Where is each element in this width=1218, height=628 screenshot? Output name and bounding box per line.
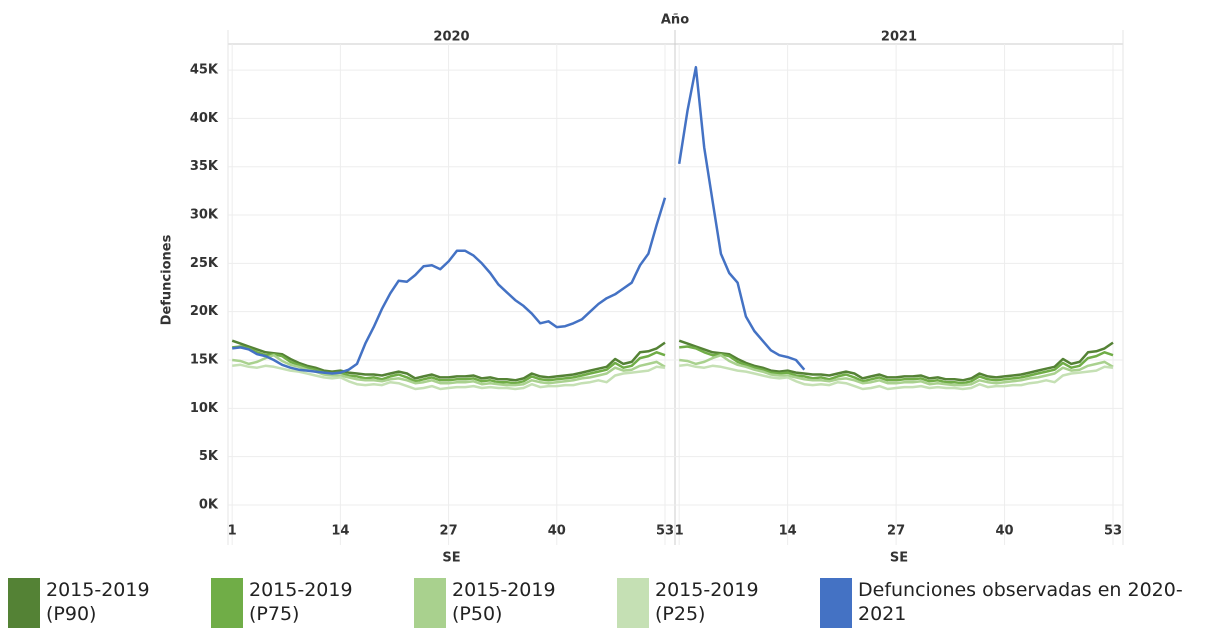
series-line [231,339,666,382]
panel-header: Año [661,13,689,28]
y-tick-label: 10K [190,401,219,416]
y-tick-label: 40K [190,111,219,126]
chart: Año Defunciones 0K 5K 10K 15K 20K 25K 30K 35K 40… [160,13,1124,566]
y-axis-label: Defunciones [160,234,175,325]
x-tick-label: 27 [887,524,905,539]
series-line [232,345,666,385]
x-tick-label: 40 [995,524,1013,539]
series-line [679,363,1114,391]
x-axis-label: SE [890,551,908,566]
panel-label: 2021 [881,30,917,45]
y-tick-label: 20K [190,304,219,319]
x-tick-label: 53 [656,524,674,539]
y-tick-label: 30K [190,208,219,223]
x-tick-label: 40 [548,524,566,539]
series-line [678,339,1114,382]
x-tick-label: 14 [779,524,797,539]
x-tick-label: 1 [228,524,237,539]
legend: 2015-2019 (P90) 2015-2019 (P75) 2015-2019 … [0,578,1218,628]
legend-label: Defunciones observadas en 2020-2021 [858,579,1183,625]
y-tick-label: 35K [190,159,219,174]
y-tick-label: 45K [190,63,219,78]
panel-label: 2020 [433,30,469,45]
legend-swatch [211,578,243,628]
series-line [232,353,666,387]
x-tick-label: 1 [675,524,684,539]
x-tick-label: 14 [331,524,349,539]
y-tick-label: 25K [190,256,219,271]
series-line [677,65,806,371]
grid [228,44,1123,545]
series-line [232,363,666,391]
legend-label: 2015-2019 (P90) [46,579,150,625]
y-tick-label: 5K [199,449,219,464]
x-axis-label: SE [442,551,460,566]
legend-label: 2015-2019 (P25) [655,579,759,625]
y-tick-label: 0K [199,497,219,512]
series-line [679,345,1114,385]
series-line [679,353,1114,387]
legend-swatch [820,578,852,628]
x-tick-label: 27 [440,524,458,539]
series-line [232,197,667,375]
legend-label: 2015-2019 (P75) [249,579,353,625]
legend-swatch [8,578,40,628]
legend-swatch [617,578,649,628]
legend-swatch [414,578,446,628]
y-tick-label: 15K [190,353,219,368]
legend-label: 2015-2019 (P50) [452,579,556,625]
x-tick-label: 53 [1104,524,1122,539]
